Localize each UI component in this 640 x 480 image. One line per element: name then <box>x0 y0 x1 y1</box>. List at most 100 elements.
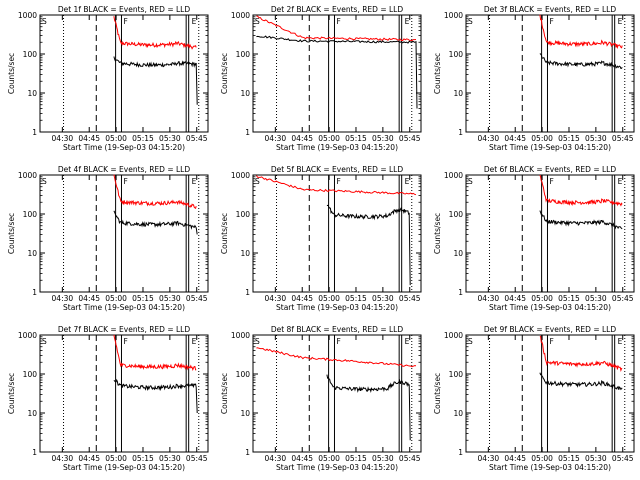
x-tick-label: 05:15 <box>558 454 580 463</box>
series-events-line <box>113 210 198 235</box>
x-tick-label: 05:00 <box>531 134 553 143</box>
y-axis-label: Counts/sec <box>7 213 16 254</box>
marker-label-e: E <box>405 17 410 26</box>
x-tick-label: 04:30 <box>478 294 500 303</box>
x-tick-label: 05:15 <box>558 294 580 303</box>
series-events-line <box>113 56 198 105</box>
series-lld-line <box>539 174 623 207</box>
plot-frame <box>39 174 209 293</box>
detector-plot-3: Det 3f BLACK = Events, RED = LLD Counts/s… <box>433 5 635 152</box>
plot-title: Det 8f BLACK = Events, RED = LLD <box>271 325 404 334</box>
x-tick-label: 04:45 <box>291 454 313 463</box>
series-lld-line <box>113 174 197 210</box>
series-events-line <box>539 210 623 230</box>
x-tick-label: 05:45 <box>186 454 208 463</box>
y-tick-label: 10 <box>27 409 37 418</box>
x-tick-label: 04:45 <box>78 134 100 143</box>
series-lld-line <box>256 15 417 42</box>
x-tick-label: 05:15 <box>132 454 154 463</box>
x-tick-label: 05:45 <box>186 294 208 303</box>
y-tick-label: 1 <box>245 288 250 297</box>
y-tick-label: 1000 <box>444 171 463 180</box>
series-lld-line <box>113 16 197 50</box>
y-axis-label: Counts/sec <box>433 53 442 94</box>
x-tick-label: 05:00 <box>531 454 553 463</box>
plot-title: Det 1f BLACK = Events, RED = LLD <box>58 5 191 14</box>
marker-label-f: F <box>123 17 127 26</box>
y-tick-label: 1000 <box>18 331 37 340</box>
y-tick-label: 10 <box>240 249 250 258</box>
marker-label-e: E <box>405 177 410 186</box>
x-axis-label: Start Time (19-Sep-03 04:15:20) <box>489 143 611 152</box>
marker-label-f: F <box>549 177 553 186</box>
plot-frame <box>252 174 422 293</box>
plot-title: Det 5f BLACK = Events, RED = LLD <box>271 165 404 174</box>
x-tick-label: 04:45 <box>504 294 526 303</box>
y-axis-label: Counts/sec <box>433 213 442 254</box>
x-axis-label: Start Time (19-Sep-03 04:15:20) <box>489 303 611 312</box>
x-axis-label: Start Time (19-Sep-03 04:15:20) <box>276 143 398 152</box>
x-tick-label: 04:30 <box>478 454 500 463</box>
x-tick-label: 05:30 <box>372 454 394 463</box>
y-tick-label: 100 <box>449 50 464 59</box>
x-tick-label: 05:00 <box>531 294 553 303</box>
y-tick-label: 1 <box>458 128 463 137</box>
y-tick-label: 1000 <box>444 331 463 340</box>
y-tick-label: 1000 <box>18 11 37 20</box>
series-events-line <box>113 378 198 414</box>
series-events-line <box>539 372 623 391</box>
y-tick-label: 10 <box>453 89 463 98</box>
marker-label-s: S <box>42 177 47 186</box>
y-tick-label: 1 <box>32 288 37 297</box>
y-tick-label: 10 <box>453 249 463 258</box>
x-tick-label: 05:15 <box>558 134 580 143</box>
plot-title: Det 2f BLACK = Events, RED = LLD <box>271 5 404 14</box>
y-tick-label: 100 <box>23 210 38 219</box>
y-tick-label: 10 <box>453 409 463 418</box>
x-tick-label: 04:45 <box>291 134 313 143</box>
y-tick-label: 10 <box>240 89 250 98</box>
x-tick-label: 04:30 <box>265 134 287 143</box>
y-tick-label: 1 <box>458 448 463 457</box>
plot-frame <box>465 14 635 133</box>
y-tick-label: 1 <box>245 448 250 457</box>
x-tick-label: 04:30 <box>265 294 287 303</box>
marker-label-e: E <box>618 17 623 26</box>
y-axis-label: Counts/sec <box>220 213 229 254</box>
x-axis-label: Start Time (19-Sep-03 04:15:20) <box>63 303 185 312</box>
marker-label-f: F <box>549 337 553 346</box>
detector-plot-8: Det 8f BLACK = Events, RED = LLD Counts/s… <box>220 325 422 472</box>
x-axis-label: Start Time (19-Sep-03 04:15:20) <box>276 303 398 312</box>
series-events-line <box>539 53 623 69</box>
marker-label-s: S <box>255 177 260 186</box>
x-tick-label: 05:45 <box>399 294 421 303</box>
x-tick-label: 04:30 <box>52 134 74 143</box>
x-tick-label: 04:30 <box>52 294 74 303</box>
y-tick-label: 1 <box>458 288 463 297</box>
series-lld-line <box>113 334 197 372</box>
plot-frame <box>252 334 422 453</box>
plot-title: Det 4f BLACK = Events, RED = LLD <box>58 165 191 174</box>
series-events-line <box>326 204 411 286</box>
marker-label-e: E <box>192 337 197 346</box>
x-tick-label: 05:00 <box>318 294 340 303</box>
y-axis-label: Counts/sec <box>220 373 229 414</box>
marker-label-e: E <box>192 177 197 186</box>
x-axis-label: Start Time (19-Sep-03 04:15:20) <box>276 463 398 472</box>
x-tick-label: 04:30 <box>265 454 287 463</box>
x-tick-label: 04:45 <box>78 294 100 303</box>
x-tick-label: 05:15 <box>132 134 154 143</box>
detector-plot-2: Det 2f BLACK = Events, RED = LLD Counts/s… <box>220 5 422 152</box>
x-tick-label: 05:00 <box>105 294 127 303</box>
y-tick-label: 10 <box>27 249 37 258</box>
series-lld-line <box>539 14 623 50</box>
y-tick-label: 100 <box>449 210 464 219</box>
y-axis-label: Counts/sec <box>433 373 442 414</box>
marker-label-f: F <box>336 177 340 186</box>
x-tick-label: 05:00 <box>105 134 127 143</box>
marker-label-e: E <box>405 337 410 346</box>
x-axis-label: Start Time (19-Sep-03 04:15:20) <box>63 143 185 152</box>
x-axis-label: Start Time (19-Sep-03 04:15:20) <box>63 463 185 472</box>
x-tick-label: 04:30 <box>478 134 500 143</box>
